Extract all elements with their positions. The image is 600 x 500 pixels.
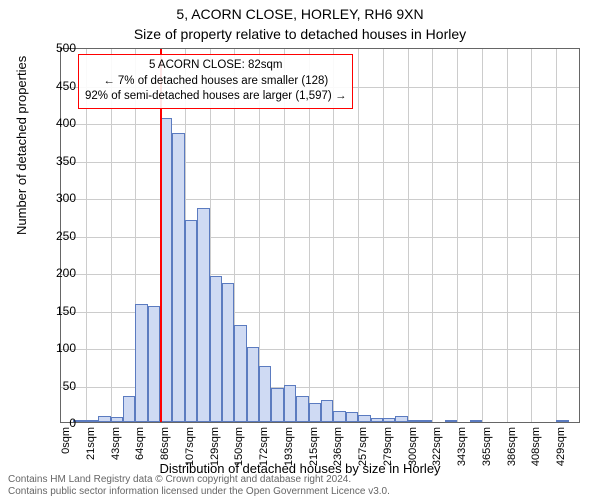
y-tick-label: 400 xyxy=(40,116,76,130)
gridline-v xyxy=(432,49,433,422)
y-tick-label: 200 xyxy=(40,266,76,280)
histogram-bar xyxy=(296,396,308,422)
histogram-bar xyxy=(420,420,432,422)
histogram-bar xyxy=(556,420,568,422)
y-axis-label: Number of detached properties xyxy=(14,56,29,235)
histogram-bar xyxy=(135,304,147,423)
histogram-bar xyxy=(86,420,98,422)
gridline-v xyxy=(383,49,384,422)
histogram-bar xyxy=(123,396,135,422)
histogram-bar xyxy=(259,366,271,422)
plot-container: 5 ACORN CLOSE: 82sqm ← 7% of detached ho… xyxy=(60,48,580,423)
histogram-bar xyxy=(210,276,222,422)
histogram-bar xyxy=(371,418,383,422)
histogram-bar xyxy=(185,220,197,423)
histogram-bar xyxy=(284,385,296,423)
y-tick-label: 450 xyxy=(40,79,76,93)
gridline-v xyxy=(457,49,458,422)
histogram-bar xyxy=(271,388,283,422)
chart-title-line1: 5, ACORN CLOSE, HORLEY, RH6 9XN xyxy=(0,6,600,22)
y-tick-label: 300 xyxy=(40,191,76,205)
gridline-h xyxy=(61,124,579,125)
histogram-bar xyxy=(222,283,234,422)
gridline-v xyxy=(482,49,483,422)
y-tick-label: 350 xyxy=(40,154,76,168)
annotation-line2: ← 7% of detached houses are smaller (128… xyxy=(85,74,346,90)
histogram-bar xyxy=(111,417,123,422)
histogram-bar xyxy=(98,416,110,422)
gridline-h xyxy=(61,237,579,238)
gridline-v xyxy=(408,49,409,422)
histogram-bar xyxy=(197,208,209,422)
gridline-h xyxy=(61,199,579,200)
gridline-h xyxy=(61,162,579,163)
gridline-h xyxy=(61,274,579,275)
y-tick-label: 250 xyxy=(40,229,76,243)
histogram-bar xyxy=(346,412,358,422)
gridline-v xyxy=(507,49,508,422)
histogram-bar xyxy=(445,420,457,422)
attribution-footer: Contains HM Land Registry data © Crown c… xyxy=(8,474,390,498)
annotation-line1: 5 ACORN CLOSE: 82sqm xyxy=(85,58,346,74)
histogram-bar xyxy=(309,403,321,422)
histogram-bar xyxy=(470,420,482,422)
gridline-v xyxy=(358,49,359,422)
gridline-v xyxy=(556,49,557,422)
histogram-bar xyxy=(321,400,333,423)
histogram-bar xyxy=(172,133,184,422)
histogram-bar xyxy=(395,416,407,422)
y-tick-label: 100 xyxy=(40,341,76,355)
histogram-bar xyxy=(383,418,395,422)
annotation-box: 5 ACORN CLOSE: 82sqm ← 7% of detached ho… xyxy=(78,54,353,109)
histogram-bar xyxy=(358,415,370,423)
footer-line2: Contains public sector information licen… xyxy=(8,486,390,498)
histogram-bar xyxy=(408,420,420,422)
chart-title-line2: Size of property relative to detached ho… xyxy=(0,26,600,42)
chart-frame: 5, ACORN CLOSE, HORLEY, RH6 9XN Size of … xyxy=(0,0,600,500)
y-tick-label: 150 xyxy=(40,304,76,318)
gridline-v xyxy=(531,49,532,422)
histogram-bar xyxy=(234,325,246,423)
annotation-line3: 92% of semi-detached houses are larger (… xyxy=(85,89,346,105)
histogram-bar xyxy=(148,306,160,422)
y-tick-label: 50 xyxy=(40,379,76,393)
y-tick-label: 500 xyxy=(40,41,76,55)
histogram-bar xyxy=(333,411,345,422)
footer-line1: Contains HM Land Registry data © Crown c… xyxy=(8,474,390,486)
histogram-bar xyxy=(247,347,259,422)
